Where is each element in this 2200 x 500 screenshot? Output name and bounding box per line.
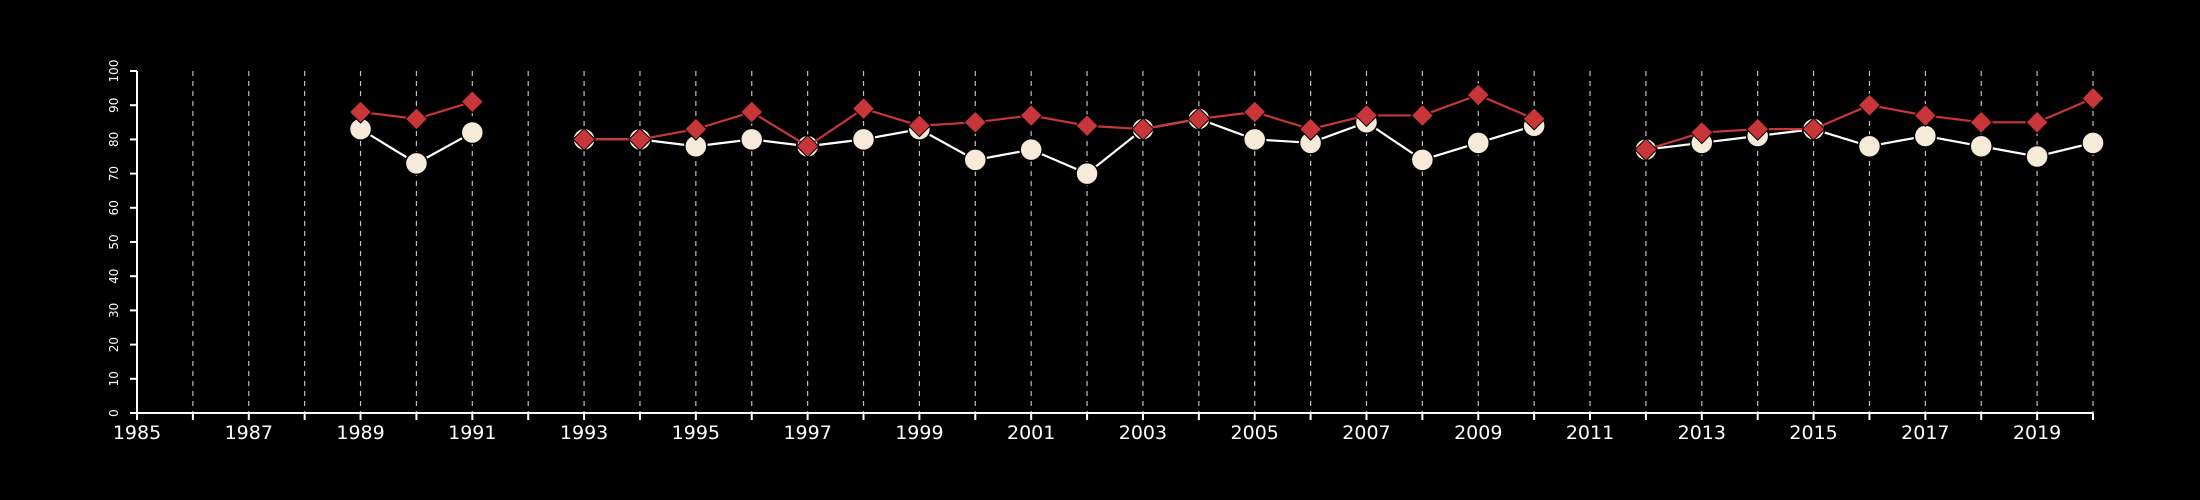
data-point-diamond	[1857, 93, 1882, 117]
y-tick-label: 20	[107, 337, 121, 352]
data-point-diamond	[795, 134, 820, 158]
x-tick-label: 1989	[336, 422, 384, 444]
data-point-circle	[1410, 148, 1435, 172]
series-2	[348, 83, 2105, 162]
x-tick-label: 1999	[895, 422, 943, 444]
data-point-diamond	[460, 90, 485, 114]
x-tick-label: 2007	[1342, 422, 1390, 444]
y-tick-label: 90	[107, 98, 121, 113]
series-line	[584, 117, 1535, 175]
data-point-diamond	[851, 96, 876, 121]
data-point-diamond	[963, 110, 987, 135]
y-tick-label: 0	[107, 409, 121, 417]
x-tick-label: 2017	[1901, 422, 1949, 444]
data-point-diamond	[684, 117, 708, 141]
data-point-circle	[460, 120, 485, 145]
x-tick-label: 1985	[113, 422, 161, 444]
x-tick-label: 2003	[1119, 422, 1167, 444]
data-point-circle	[2025, 144, 2049, 169]
series-1	[348, 107, 2105, 186]
data-point-diamond	[2081, 86, 2105, 111]
x-tick-label: 1993	[560, 422, 608, 444]
data-point-circle	[404, 151, 429, 176]
x-tick-label: 1997	[783, 422, 831, 444]
data-series	[348, 83, 2105, 186]
x-tick-label: 2005	[1231, 422, 1279, 444]
data-point-diamond	[1410, 103, 1435, 128]
data-point-diamond	[1187, 107, 1211, 131]
x-tick-label: 2019	[2013, 422, 2061, 444]
data-point-diamond	[404, 107, 429, 131]
data-point-circle	[963, 148, 988, 172]
y-tick-label: 50	[107, 234, 121, 249]
data-point-diamond	[1243, 100, 1267, 124]
x-tick-label: 2015	[1789, 422, 1837, 444]
x-tick-label: 1987	[225, 422, 273, 444]
axes: 1985 1987 1989 1991 1993 1995 1997 1999 2001 2003…	[107, 60, 2094, 444]
y-tick-label: 10	[107, 371, 121, 386]
data-point-circle	[1857, 134, 1882, 158]
x-tick-label: 2011	[1566, 422, 1614, 444]
data-point-diamond	[740, 100, 764, 124]
data-point-diamond	[1298, 117, 1323, 141]
data-point-diamond	[1745, 117, 1770, 141]
y-tick-label: 80	[107, 132, 121, 147]
y-tick-label: 40	[107, 269, 121, 284]
data-point-diamond	[1913, 103, 1938, 128]
data-point-diamond	[1019, 103, 1043, 128]
x-tick-label: 1995	[672, 422, 720, 444]
data-point-circle	[1075, 161, 1099, 186]
y-tick-label: 30	[107, 303, 121, 318]
data-point-circle	[739, 127, 764, 152]
data-point-diamond	[2025, 110, 2049, 135]
data-point-diamond	[1354, 103, 1379, 128]
data-point-circle	[1019, 137, 1043, 162]
x-tick-label: 1991	[448, 422, 496, 444]
data-point-diamond	[1634, 137, 1658, 162]
data-point-circle	[1466, 131, 1491, 155]
data-point-diamond	[907, 114, 932, 138]
y-tick-label: 100	[107, 60, 121, 83]
data-point-diamond	[1131, 117, 1155, 141]
data-point-diamond	[1522, 107, 1546, 131]
data-point-diamond	[1466, 83, 1490, 107]
data-point-diamond	[1075, 114, 1099, 138]
x-tick-label: 2013	[1678, 422, 1726, 444]
data-point-diamond	[1690, 120, 1714, 145]
x-tick-label: 2001	[1007, 422, 1055, 444]
data-point-circle	[1969, 134, 1993, 158]
data-point-circle	[1913, 124, 1938, 148]
data-point-diamond	[628, 127, 652, 152]
data-point-diamond	[1969, 110, 1993, 135]
data-point-diamond	[572, 127, 596, 152]
data-point-circle	[1242, 127, 1267, 152]
data-point-diamond	[1801, 117, 1826, 141]
grid-lines	[192, 71, 2094, 413]
x-tick-label: 2009	[1454, 422, 1502, 444]
data-point-circle	[2081, 131, 2105, 155]
y-tick-label: 60	[107, 200, 121, 215]
y-tick-label: 70	[107, 166, 121, 181]
data-point-diamond	[348, 100, 373, 124]
data-point-circle	[851, 127, 876, 152]
